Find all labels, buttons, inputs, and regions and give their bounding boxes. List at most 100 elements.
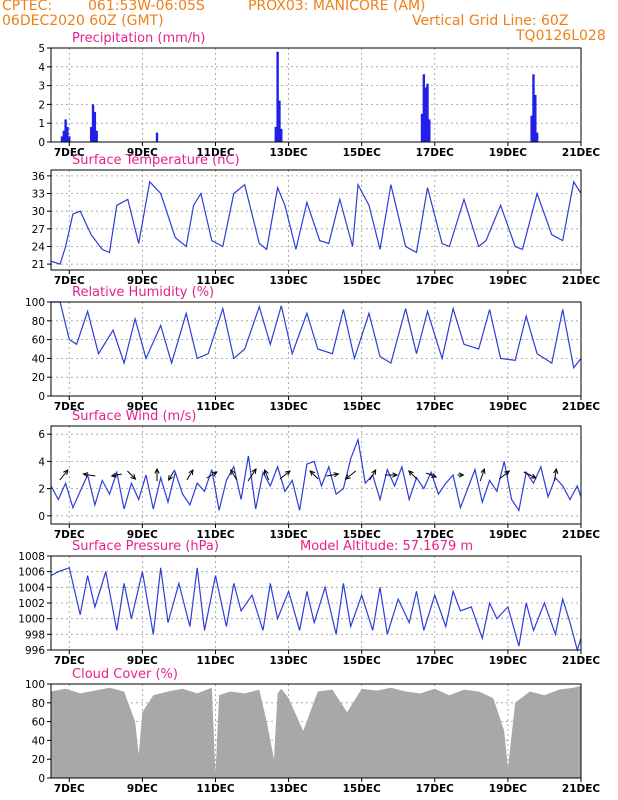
press-xtick-label: 15DEC bbox=[343, 655, 382, 667]
temp-series-line bbox=[50, 180, 582, 265]
precip-xtick-label: 9DEC bbox=[127, 147, 158, 159]
temp-frame bbox=[50, 169, 582, 271]
precip-ytick-label: 3 bbox=[38, 81, 45, 93]
wind-arrow-head bbox=[504, 470, 511, 476]
rh-xtick-label: 11DEC bbox=[196, 401, 235, 413]
temp-xtick-label: 19DEC bbox=[489, 275, 528, 287]
temp-xtick-label: 15DEC bbox=[343, 275, 382, 287]
precip-bar bbox=[64, 119, 67, 142]
press-xtick-label: 21DEC bbox=[562, 655, 601, 667]
precip-bar bbox=[535, 132, 539, 142]
precip-bar bbox=[278, 100, 281, 142]
precip-ytick-label: 2 bbox=[38, 99, 45, 111]
precip-bar bbox=[428, 119, 431, 142]
press-title: Surface Pressure (hPa) bbox=[72, 539, 219, 554]
wind-arrow bbox=[186, 469, 194, 481]
precip-bar bbox=[66, 126, 69, 142]
cloud-xtick-label: 21DEC bbox=[562, 783, 601, 795]
rh-series-line bbox=[51, 301, 582, 370]
cloud-ytick-label: 40 bbox=[32, 735, 45, 747]
press-ytick-label: 1002 bbox=[18, 598, 45, 610]
wind-arrow bbox=[345, 470, 357, 480]
press-xtick-label: 9DEC bbox=[127, 655, 158, 667]
precip-ytick-label: 1 bbox=[38, 118, 45, 130]
wind-arrow bbox=[168, 469, 176, 481]
wind-arrow-head bbox=[480, 467, 486, 475]
precip-bar bbox=[155, 132, 159, 142]
cloud-xtick-label: 17DEC bbox=[416, 783, 455, 795]
press-ytick-label: 1008 bbox=[18, 551, 45, 563]
wind-ytick-label: 2 bbox=[38, 484, 45, 496]
precip-bar bbox=[68, 136, 71, 142]
press-xtick-label: 7DEC bbox=[54, 655, 85, 667]
wind-arrow-head bbox=[130, 474, 137, 480]
precip-bar bbox=[530, 115, 533, 142]
header-location: PROX03: MANICORE (AM) bbox=[248, 0, 426, 14]
wind-arrow-head bbox=[344, 474, 351, 480]
wind-arrow-head bbox=[284, 470, 291, 476]
wind-arrow-head bbox=[371, 469, 377, 476]
cloud-ytick-label: 20 bbox=[32, 754, 45, 766]
wind-arrow bbox=[309, 470, 319, 480]
model-altitude: Model Altitude: 57.1679 m bbox=[300, 539, 473, 554]
wind-arrow-head bbox=[530, 473, 537, 479]
wind-arrow bbox=[279, 470, 291, 480]
precip-bar bbox=[274, 126, 277, 142]
rh-xtick-label: 9DEC bbox=[127, 401, 158, 413]
rh-ytick-label: 0 bbox=[38, 391, 45, 403]
precip-bar bbox=[90, 126, 93, 142]
rh-ytick-label: 20 bbox=[32, 372, 45, 384]
precip-bar bbox=[95, 130, 98, 142]
wind-arrow-head bbox=[63, 469, 69, 475]
temp-xtick-label: 7DEC bbox=[54, 275, 85, 287]
wind-arrow bbox=[230, 469, 238, 481]
wind-arrow-head bbox=[168, 474, 174, 481]
wind-xtick-label: 15DEC bbox=[343, 529, 382, 541]
precip-bar bbox=[280, 128, 283, 142]
cloud-area bbox=[51, 685, 581, 778]
temp-ytick-label: 24 bbox=[32, 241, 46, 253]
header-coords: 061:53W-06:05S bbox=[88, 0, 205, 14]
press-xtick-label: 19DEC bbox=[489, 655, 528, 667]
rh-frame bbox=[50, 301, 582, 397]
precip-ytick-label: 0 bbox=[38, 137, 45, 149]
press-ytick-label: 1000 bbox=[18, 614, 45, 626]
precip-bar bbox=[532, 74, 535, 142]
precip-bar bbox=[276, 51, 279, 143]
precip-xtick-label: 15DEC bbox=[343, 147, 382, 159]
header-grid-note: Vertical Grid Line: 60Z bbox=[412, 13, 569, 29]
header-date: 06DEC2020 60Z (GMT) bbox=[2, 13, 164, 29]
cloud-frame bbox=[50, 683, 582, 779]
precip-xtick-label: 17DEC bbox=[416, 147, 455, 159]
precip-bar bbox=[422, 74, 426, 142]
wind-xtick-label: 9DEC bbox=[127, 529, 158, 541]
rh-ytick-label: 100 bbox=[25, 297, 45, 309]
cloud-ytick-label: 100 bbox=[25, 679, 45, 691]
wind-ytick-label: 4 bbox=[38, 456, 45, 468]
temp-xtick-label: 11DEC bbox=[196, 275, 235, 287]
rh-xtick-label: 17DEC bbox=[416, 401, 455, 413]
cloud-xtick-label: 11DEC bbox=[196, 783, 235, 795]
rh-xtick-label: 21DEC bbox=[562, 401, 601, 413]
rh-xtick-label: 13DEC bbox=[269, 401, 308, 413]
rh-xtick-label: 7DEC bbox=[54, 401, 85, 413]
temp-xtick-label: 9DEC bbox=[127, 275, 158, 287]
wind-arrow-head bbox=[392, 472, 399, 478]
cloud-ytick-label: 60 bbox=[32, 717, 45, 729]
precip-bar bbox=[420, 113, 424, 142]
press-ytick-label: 998 bbox=[25, 629, 45, 641]
cloud-xtick-label: 15DEC bbox=[343, 783, 382, 795]
wind-arrow bbox=[479, 468, 485, 482]
cloud-ytick-label: 80 bbox=[32, 698, 45, 710]
wind-title: Surface Wind (m/s) bbox=[72, 409, 196, 424]
cloud-title: Cloud Cover (%) bbox=[72, 667, 178, 682]
wind-xtick-label: 21DEC bbox=[562, 529, 601, 541]
wind-arrow bbox=[498, 470, 510, 480]
wind-arrow bbox=[83, 473, 96, 477]
wind-series-line bbox=[50, 437, 582, 512]
wind-arrow bbox=[127, 470, 136, 480]
wind-arrow-head bbox=[553, 467, 559, 474]
press-ytick-label: 996 bbox=[25, 645, 45, 657]
wind-arrow-head bbox=[230, 469, 236, 476]
